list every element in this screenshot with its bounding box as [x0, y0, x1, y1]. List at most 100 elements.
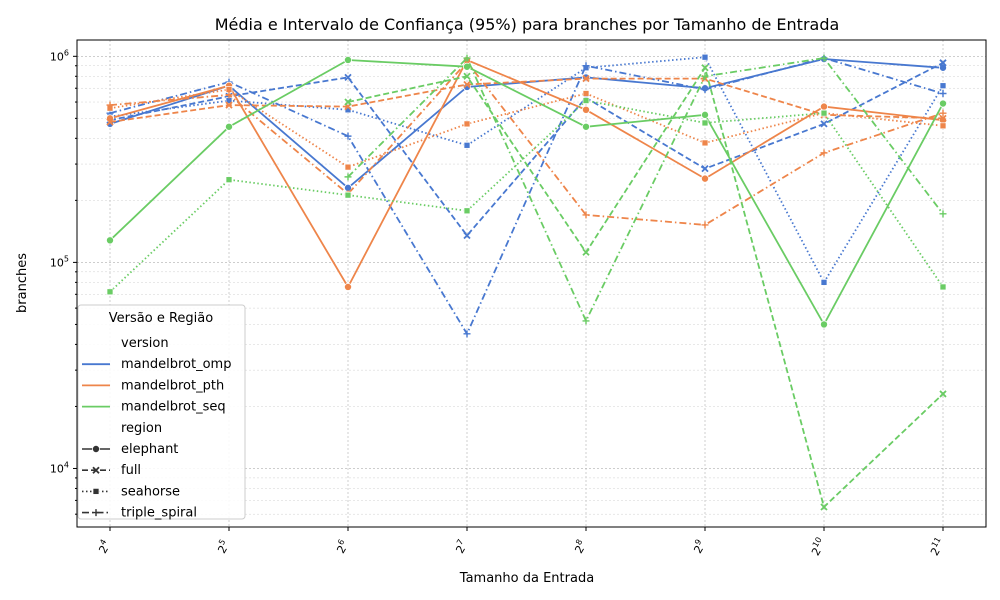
data-point: [344, 173, 352, 181]
legend-entry: mandelbrot_pth: [121, 378, 224, 393]
legend-title: Versão e Região: [109, 311, 213, 326]
data-point: [344, 132, 352, 140]
data-point: [939, 82, 947, 90]
series-line: [109, 61, 944, 237]
data-point: [344, 163, 352, 171]
series-mandelbrot_seq-full: [344, 64, 947, 511]
data-point: [344, 73, 352, 82]
data-point: [939, 59, 947, 67]
data-point: [463, 231, 471, 240]
legend-entry: triple_spiral: [121, 506, 197, 521]
x-tick-label: 210: [807, 536, 829, 558]
data-point: [463, 54, 471, 62]
series-line: [109, 77, 944, 123]
data-point: [820, 149, 828, 157]
legend-marker: [92, 466, 100, 474]
data-point: [939, 63, 948, 72]
data-point: [820, 102, 829, 111]
legend-marker: [92, 509, 100, 517]
x-axis-label: Tamanho da Entrada: [459, 571, 594, 586]
plot-area: [76, 39, 987, 528]
data-point: [344, 98, 352, 106]
data-point: [463, 80, 471, 89]
data-point: [582, 122, 591, 131]
data-point: [820, 54, 828, 62]
data-point: [106, 288, 114, 296]
data-point: [820, 279, 828, 286]
data-point: [701, 72, 709, 80]
series-line: [109, 59, 944, 327]
series-mandelbrot_omp-elephant: [106, 55, 948, 192]
data-point: [820, 109, 828, 117]
x-tick-label: 24: [95, 538, 114, 556]
data-point: [343, 282, 352, 291]
data-point: [939, 114, 947, 122]
data-point: [939, 283, 947, 291]
data-point: [820, 320, 829, 329]
data-point: [820, 120, 828, 128]
data-point: [701, 221, 709, 229]
data-point: [701, 86, 709, 94]
data-point: [225, 176, 233, 184]
data-point: [463, 141, 471, 149]
legend-entry: seahorse: [121, 484, 180, 499]
x-tick-label: 28: [571, 538, 590, 556]
data-point: [106, 118, 114, 126]
series-line: [109, 56, 944, 285]
data-point: [106, 101, 114, 109]
series-line: [109, 57, 944, 336]
data-point: [225, 101, 233, 109]
data-point: [701, 165, 709, 173]
data-point: [582, 74, 590, 83]
data-point: [939, 390, 947, 398]
series-line: [109, 60, 944, 226]
series-line: [109, 99, 944, 293]
y-axis-label: branches: [15, 253, 30, 313]
y-tick-label: 106: [50, 48, 69, 63]
series-lines: [106, 53, 948, 511]
data-point: [820, 503, 828, 511]
data-point: [224, 122, 233, 131]
legend-entry: full: [121, 463, 141, 478]
legend-marker: [92, 488, 100, 495]
data-point: [701, 64, 709, 72]
y-tick-label: 105: [50, 254, 69, 269]
data-point: [701, 139, 709, 147]
series-line: [347, 56, 944, 324]
data-point: [701, 110, 710, 119]
series-mandelbrot_pth-seahorse: [106, 86, 947, 171]
data-point: [463, 207, 471, 215]
x-tick-label: 25: [214, 538, 233, 556]
x-tick-label: 27: [452, 538, 471, 556]
chart-title: Média e Intervalo de Confiança (95%) par…: [215, 15, 840, 34]
data-point: [463, 72, 471, 80]
legend-hue-header: version: [121, 336, 169, 351]
data-point: [582, 317, 590, 325]
x-tick-label: 29: [690, 538, 709, 556]
data-point: [225, 91, 233, 99]
data-point: [582, 211, 590, 219]
data-point: [701, 53, 709, 61]
data-point: [582, 62, 590, 70]
data-point: [344, 191, 352, 199]
legend: Versão e Região version mandelbrot_ompman…: [77, 304, 246, 521]
series-line: [347, 65, 944, 509]
legend-entry: elephant: [121, 442, 178, 457]
data-point: [701, 119, 709, 127]
data-point: [463, 120, 471, 128]
legend-entry: mandelbrot_omp: [121, 357, 231, 372]
data-point: [343, 55, 352, 64]
legend-marker: [92, 444, 101, 453]
series-line: [109, 58, 944, 289]
legend-entry: mandelbrot_seq: [121, 400, 226, 415]
data-point: [463, 330, 471, 338]
data-point: [939, 90, 947, 98]
data-point: [582, 90, 590, 97]
x-tick-label: 211: [926, 536, 948, 558]
data-point: [939, 210, 947, 218]
y-tick-label: 104: [50, 460, 69, 475]
data-point: [939, 109, 947, 117]
data-point: [582, 248, 590, 256]
x-tick-label: 26: [333, 538, 352, 556]
